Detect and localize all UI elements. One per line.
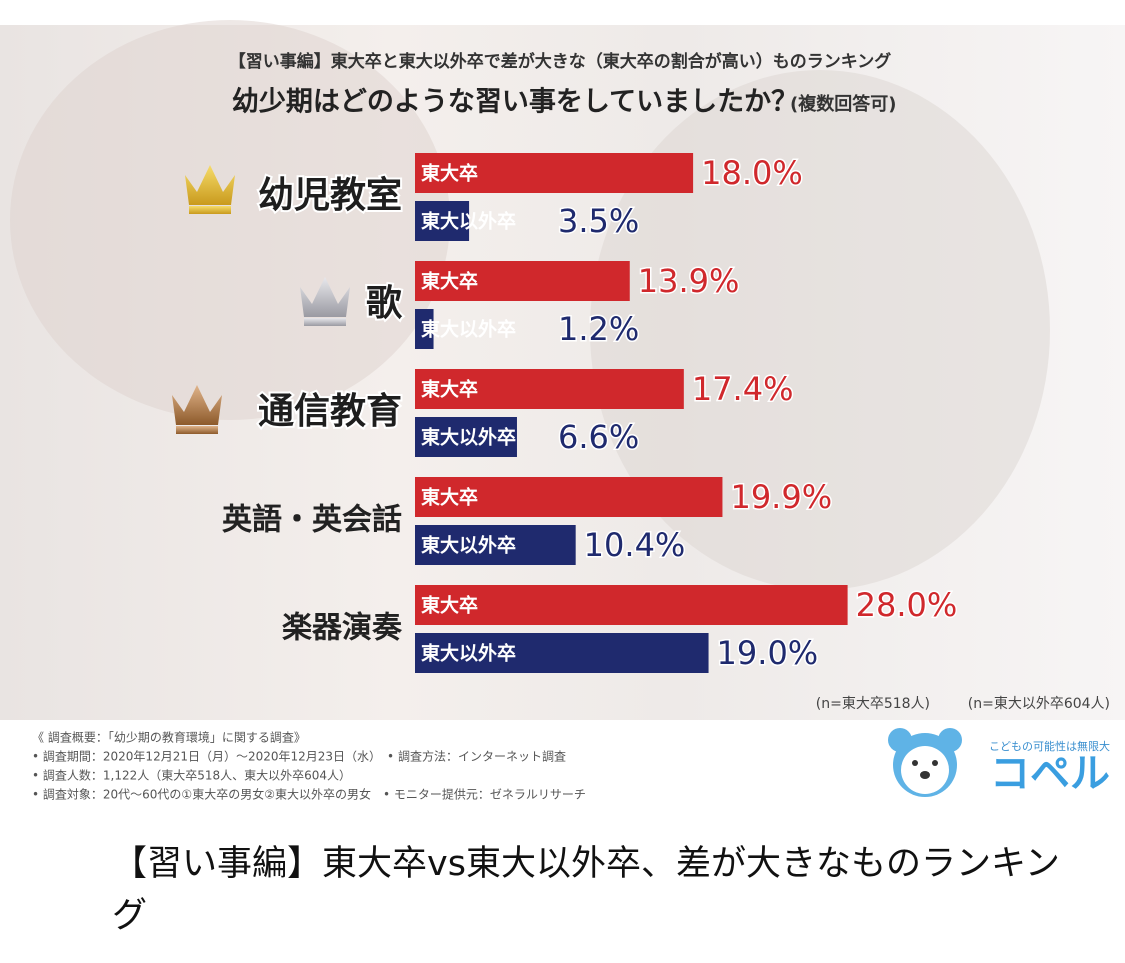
value-label: 3.5% <box>558 202 639 240</box>
logo: こどもの可能性は無限大 コペル <box>888 728 1110 797</box>
bar <box>415 477 723 517</box>
series-name: 東大以外卒 <box>421 318 516 341</box>
sample-note: (n=東大卒518人) <box>816 696 930 712</box>
value-label: 1.2% <box>558 310 639 348</box>
logo-name: コペル <box>990 751 1110 797</box>
survey-notes: 《 調査概要：「幼少期の教育環境」に関する調査》 • 調査期間：2020年12月2… <box>32 730 586 802</box>
value-label: 13.9% <box>638 262 740 300</box>
crown-silver <box>300 277 350 326</box>
value-label: 10.4% <box>584 526 686 564</box>
bar <box>415 201 470 241</box>
bar <box>415 369 684 409</box>
value-label: 19.0% <box>717 634 819 672</box>
crown-gold <box>185 165 235 214</box>
category-label: 楽器演奏 <box>282 611 403 646</box>
photo-shape <box>10 20 450 420</box>
value-label: 19.9% <box>730 478 832 516</box>
category-label: 歌 <box>366 283 403 324</box>
survey-line: 《 調査概要：「幼少期の教育環境」に関する調査》 <box>32 730 306 745</box>
series-name: 東大以外卒 <box>421 426 516 449</box>
bar <box>415 309 434 349</box>
bar <box>415 633 709 673</box>
value-label: 28.0% <box>856 586 958 624</box>
series-name: 東大以外卒 <box>421 534 516 557</box>
chart-subtitle: (複数回答可) <box>790 93 896 115</box>
series-name: 東大卒 <box>421 486 478 509</box>
category-label: 英語・英会話 <box>222 503 402 538</box>
photo-shape <box>590 70 1050 590</box>
bar <box>415 153 694 193</box>
series-name: 東大卒 <box>421 378 478 401</box>
category-label: 通信教育 <box>258 391 402 432</box>
series-name: 東大以外卒 <box>421 642 516 665</box>
series-name: 東大卒 <box>421 594 478 617</box>
crown-bronze <box>172 385 222 434</box>
caption: 【習い事編】東大卒vs東大以外卒、差が大きなものランキング <box>112 844 1060 936</box>
survey-line: • 調査対象：20代～60代の①東大卒の男女②東大以外卒の男女 • モニター提供… <box>32 787 586 802</box>
series-name: 東大以外卒 <box>421 210 516 233</box>
chart-title: 幼少期はどのような習い事をしていましたか？ <box>232 87 798 118</box>
infographic: 【習い事編】東大卒と東大以外卒で差が大きな（東大卒の割合が高い）ものランキング … <box>0 20 1125 802</box>
survey-line: • 調査期間：2020年12月21日（月）～2020年12月23日（水） • 調… <box>32 749 566 764</box>
bar <box>415 525 576 565</box>
bar <box>415 417 517 457</box>
bar <box>415 585 848 625</box>
category-label: 幼児教室 <box>258 175 402 216</box>
survey-line: • 調査人数：1,122人（東大卒518人、東大以外卒604人） <box>32 768 351 783</box>
series-name: 東大卒 <box>421 162 478 185</box>
value-label: 6.6% <box>558 418 639 456</box>
series-name: 東大卒 <box>421 270 478 293</box>
bar <box>415 261 630 301</box>
logo-tagline: こどもの可能性は無限大 <box>989 739 1110 753</box>
value-label: 17.4% <box>692 370 794 408</box>
value-label: 18.0% <box>701 154 803 192</box>
chart-header: 【習い事編】東大卒と東大以外卒で差が大きな（東大卒の割合が高い）ものランキング <box>229 51 892 72</box>
sample-note: (n=東大以外卒604人) <box>968 696 1110 712</box>
